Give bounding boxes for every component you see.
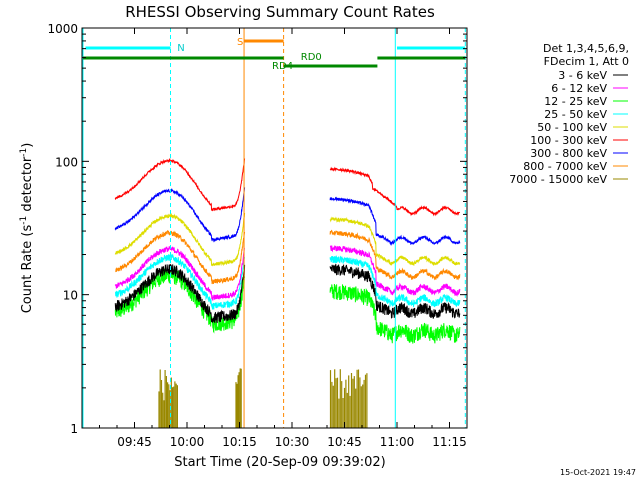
series-line-100-300keV-pass-1	[114, 157, 246, 212]
annotation-layer: N S RD0 RD4	[82, 28, 466, 428]
y-tick-label: 10	[63, 289, 78, 303]
legend-entry-label: 25 - 50 keV	[544, 108, 607, 121]
y-tick-label: 1000	[47, 22, 78, 36]
x-tick-label: 10:30	[275, 435, 310, 449]
legend-entry-label: 800 - 7000 keV	[523, 160, 607, 173]
legend-entry-label: 3 - 6 keV	[558, 69, 607, 82]
series-line-800-7000keV-pass-1	[115, 229, 246, 285]
x-tick-label: 09:45	[117, 435, 152, 449]
legend-entry-label: 300 - 800 keV	[530, 147, 607, 160]
legend-entry-label: 50 - 100 keV	[537, 121, 607, 134]
x-tick-label: 10:00	[170, 435, 205, 449]
series-line-50-100keV-pass-1	[114, 212, 246, 267]
x-tick-label: 11:15	[432, 435, 467, 449]
rd4-label: RD4	[272, 61, 293, 72]
series-layer	[114, 157, 461, 428]
series-line-25-50keV-pass-1	[115, 253, 246, 310]
generation-timestamp: 15-Oct-2021 19:47	[560, 468, 636, 477]
series-line-300-800keV-pass-1	[114, 187, 246, 243]
legend-header-line-1: Det 1,3,4,5,6,9,	[543, 42, 629, 55]
plot-frame	[81, 27, 468, 429]
series-line-6-12keV-pass-1	[114, 245, 246, 301]
y-tick-label: 1	[70, 422, 78, 436]
x-tick-label: 10:45	[327, 435, 362, 449]
x-tick-label: 11:00	[380, 435, 415, 449]
rd0-label: RD0	[301, 52, 322, 63]
y-tick-label: 100	[55, 155, 78, 169]
legend: Det 1,3,4,5,6,9, FDecim 1, Att 0 3 - 6 k…	[509, 42, 629, 186]
chart-title: RHESSI Observing Summary Count Rates	[125, 3, 435, 21]
x-axis-label: Start Time (20-Sep-09 09:39:02)	[174, 455, 385, 470]
saa-label: S	[237, 37, 243, 48]
legend-entry-label: 100 - 300 keV	[530, 134, 607, 147]
legend-header-line-2: FDecim 1, Att 0	[544, 55, 629, 68]
y-axis-label: Count Rate (s-1 detector-1)	[19, 143, 35, 314]
legend-entry-label: 6 - 12 keV	[551, 82, 607, 95]
legend-entry-label: 12 - 25 keV	[544, 95, 607, 108]
series-line-3-6keV-pass-1	[114, 263, 246, 324]
x-tick-label: 10:15	[222, 435, 257, 449]
night-label: N	[177, 43, 184, 54]
axis-layer: 09:45 10:00 10:15 10:30 10:45 11:00 11:15 1 10 10…	[47, 22, 468, 449]
legend-entry-label: 7000 - 15000 keV	[509, 173, 607, 186]
